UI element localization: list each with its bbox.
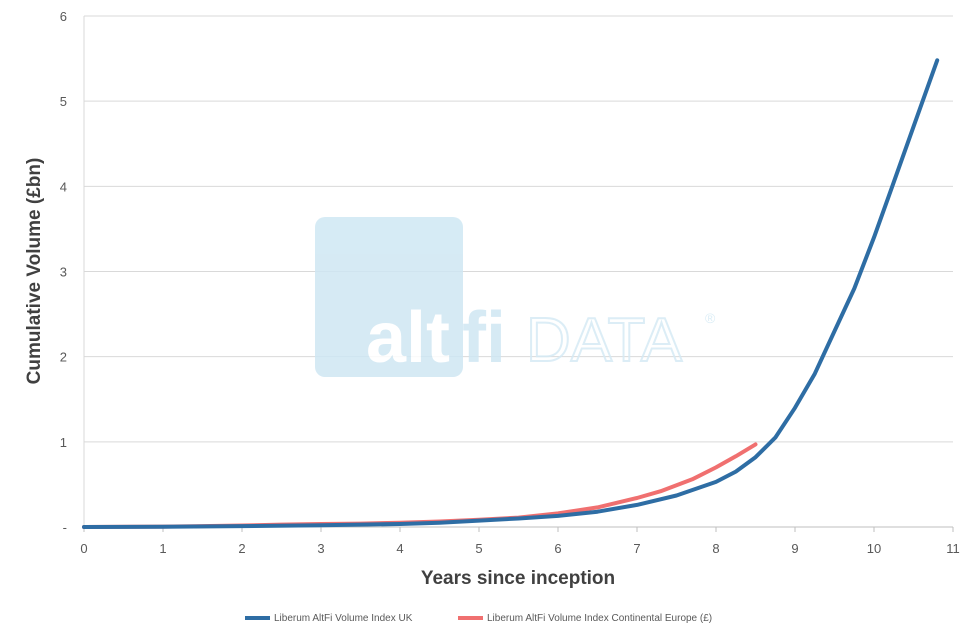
watermark-text-alt: alt <box>366 298 450 378</box>
x-tick-label-7: 7 <box>633 541 640 556</box>
y-tick-label-3: 3 <box>60 265 67 280</box>
altfi-data-watermark-logo: alt fi DATA ® <box>315 217 716 378</box>
x-tick-label-6: 6 <box>554 541 561 556</box>
y-tick-label-6: 6 <box>60 9 67 24</box>
gridlines <box>84 15 953 443</box>
x-tick-label-5: 5 <box>475 541 482 556</box>
watermark-text-fi: fi <box>462 298 506 378</box>
series-lines <box>82 58 940 529</box>
x-tick-label-3: 3 <box>317 541 324 556</box>
watermark-logo-box <box>315 217 463 377</box>
x-tick-label-9: 9 <box>791 541 798 556</box>
y-tick-label-2: 2 <box>60 350 67 365</box>
x-tick-label-8: 8 <box>712 541 719 556</box>
x-tick-label-2: 2 <box>238 541 245 556</box>
y-axis-title: Cumulative Volume (£bn) <box>24 158 45 385</box>
watermark-text-data: DATA <box>526 306 683 375</box>
y-tick-label-1: 1 <box>60 435 67 450</box>
legend: Liberum AltFi Volume Index UK Liberum Alt… <box>245 613 712 624</box>
series-line-continental-europe <box>82 442 758 529</box>
axes <box>83 16 954 532</box>
x-tick-label-1: 1 <box>159 541 166 556</box>
series-line-uk <box>82 58 940 529</box>
watermark-registered-mark: ® <box>705 310 716 326</box>
legend-label-continental-europe: Liberum AltFi Volume Index Continental E… <box>487 613 712 624</box>
x-tick-label-11: 11 <box>946 541 960 556</box>
x-tick-label-0: 0 <box>80 541 87 556</box>
y-tick-label-5: 5 <box>60 94 67 109</box>
y-tick-label-4: 4 <box>60 179 67 194</box>
x-axis-title: Years since inception <box>421 568 615 589</box>
x-tick-label-4: 4 <box>396 541 403 556</box>
x-tick-label-10: 10 <box>867 541 881 556</box>
y-tick-label-0: - <box>63 520 67 535</box>
legend-label-uk: Liberum AltFi Volume Index UK <box>274 613 413 624</box>
tick-labels: 0 1 2 3 4 5 6 7 8 9 10 11 - 1 2 3 4 5 6 <box>60 9 960 556</box>
